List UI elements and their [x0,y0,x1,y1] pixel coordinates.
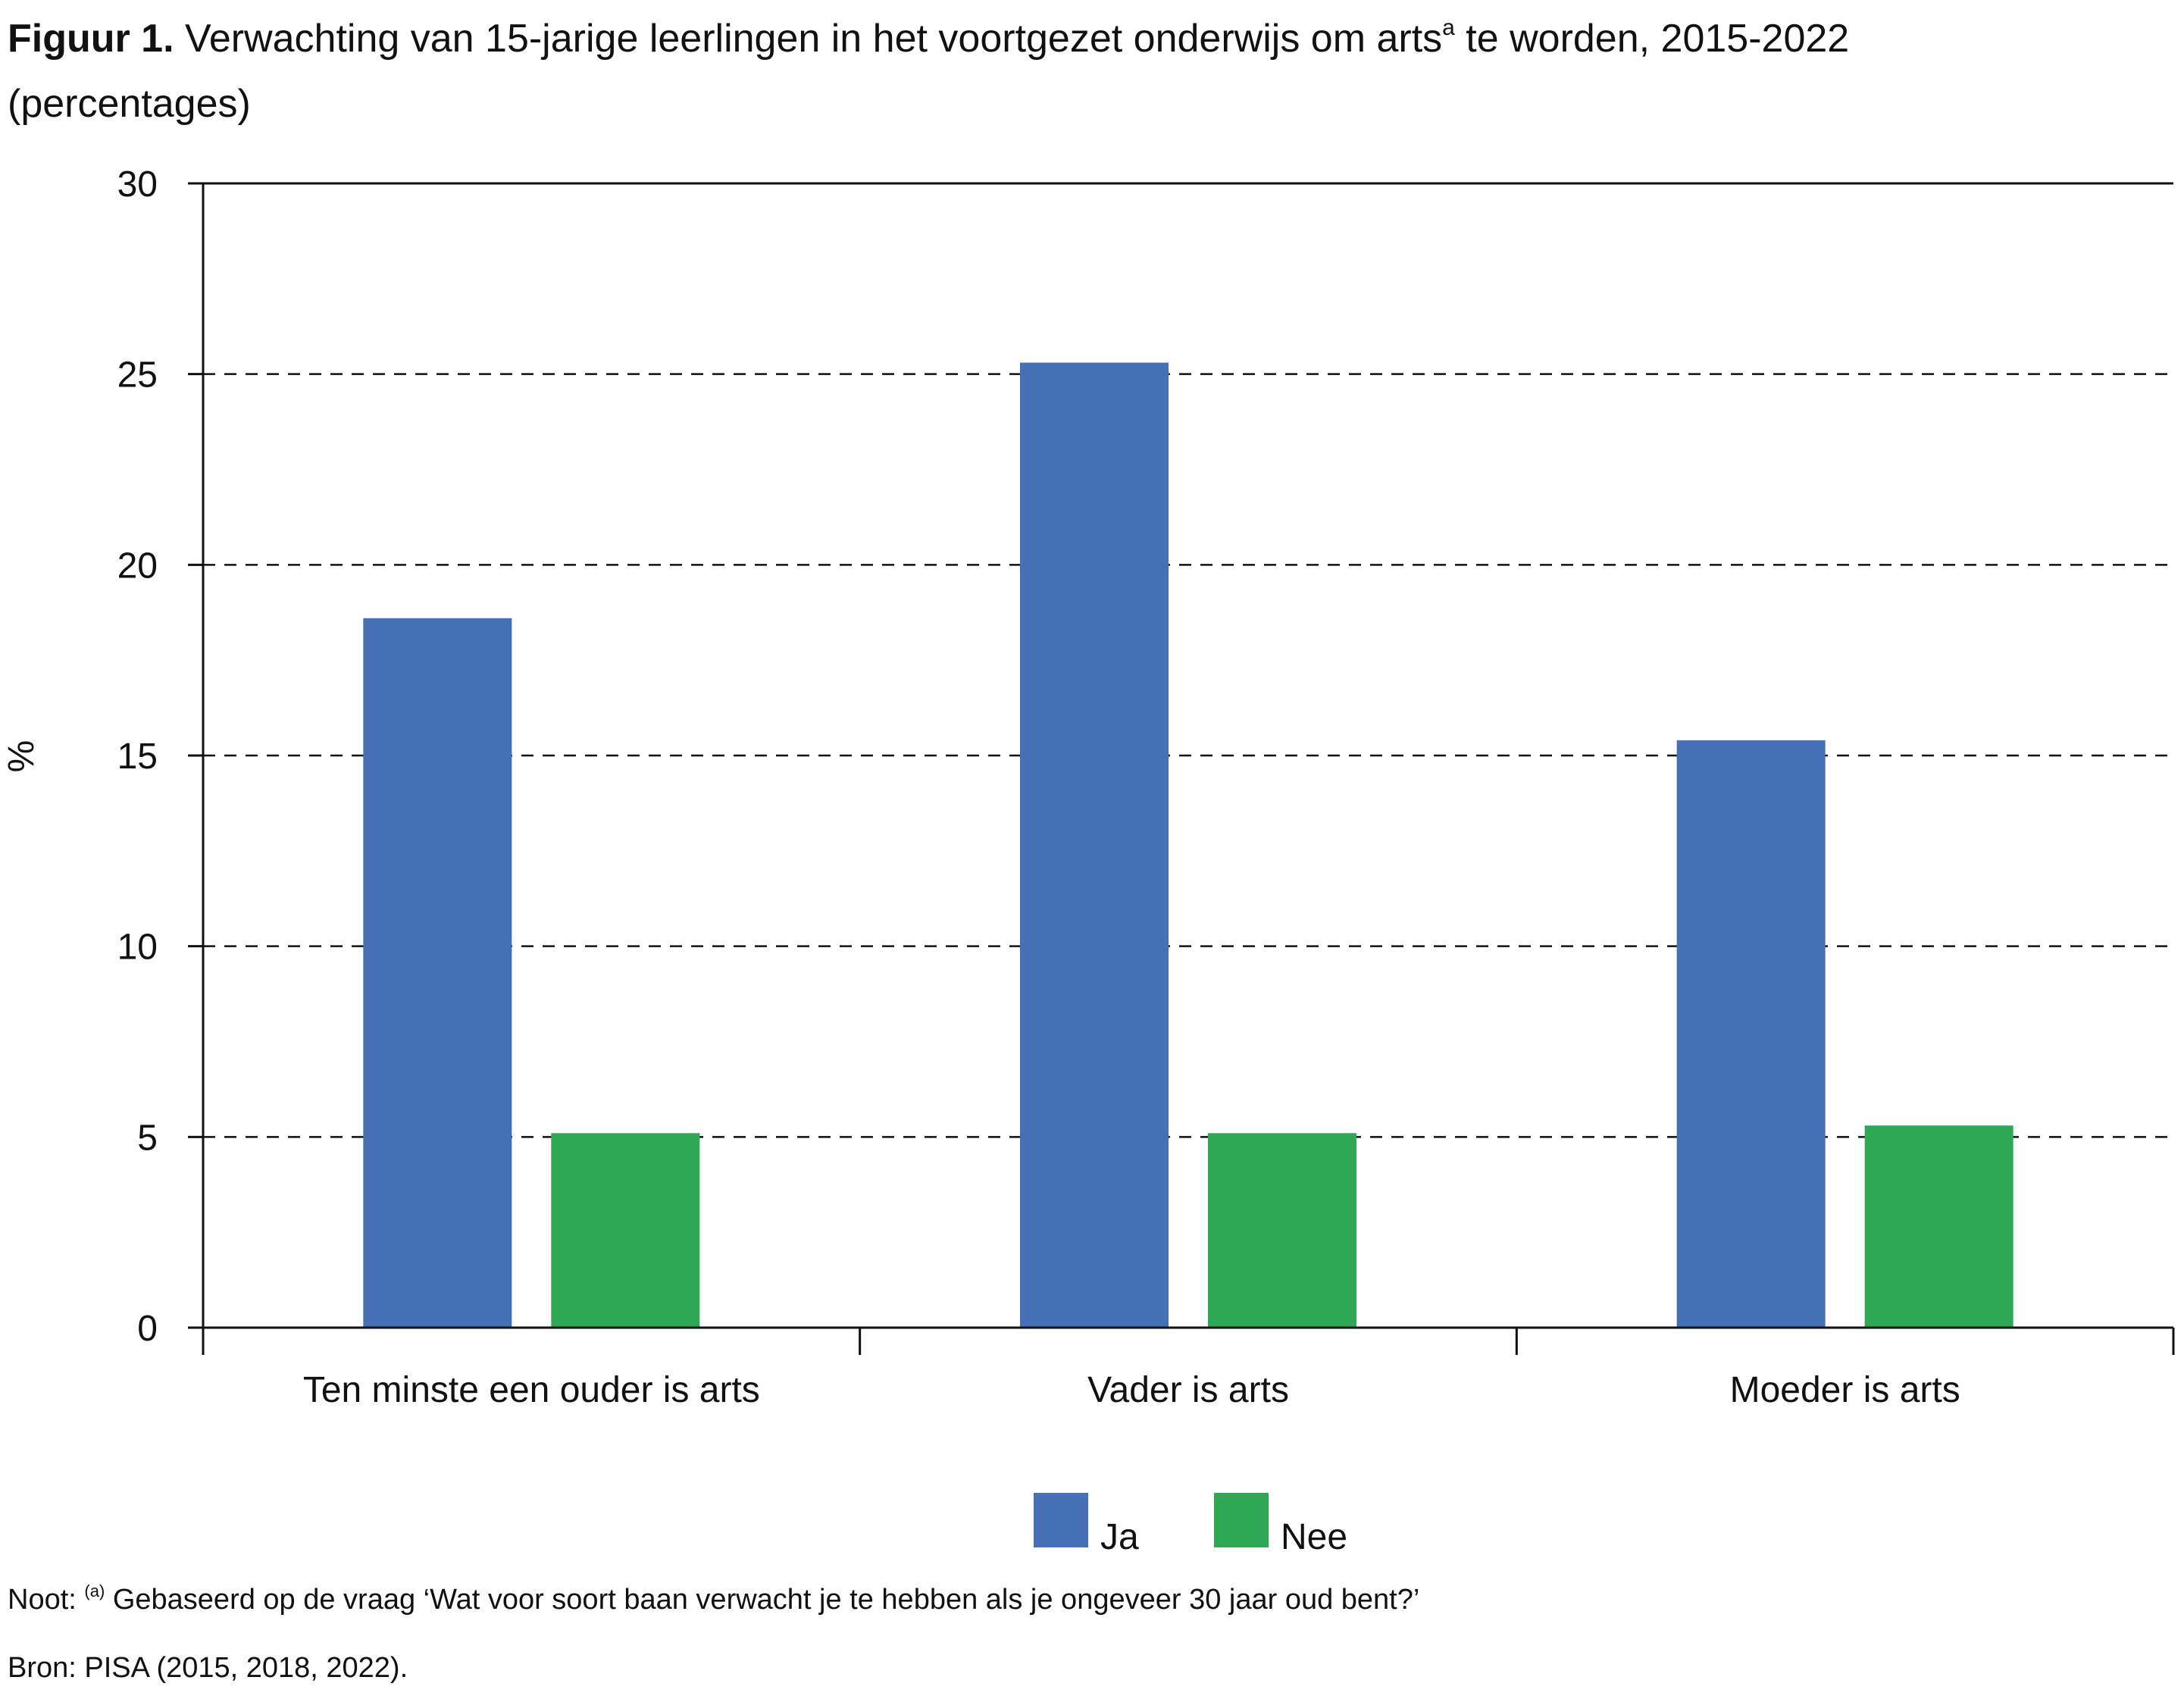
footnote-prefix: Noot: [8,1584,85,1616]
title-text: Verwachting van 15-jarige leerlingen in … [174,17,1443,61]
chart-title: Figuur 1. Verwachting van 15-jarige leer… [8,6,2176,136]
legend-label-nee: Nee [1281,1517,1347,1557]
x-category-label: Ten minste een ouder is arts [303,1370,760,1410]
y-axis-label: % [2,740,42,773]
legend-swatch-nee [1214,1493,1269,1547]
bars [363,362,2013,1328]
y-tick-label: 5 [137,1118,158,1158]
y-tick-label: 25 [117,355,158,396]
source-line: Bron: PISA (2015, 2018, 2022). [8,1652,408,1684]
legend: Ja Nee [1034,1493,1347,1557]
y-tick-label: 10 [117,928,158,968]
axes [202,182,2175,1355]
bar-ja-1 [363,618,512,1328]
bar-ja-2 [1020,362,1169,1328]
footnote: Noot: (a) Gebaseerd op de vraag ‘Wat voo… [8,1582,1420,1616]
title-footnote-marker: a [1442,15,1455,40]
gridlines [203,373,2173,1138]
bar-nee-3 [1864,1125,2013,1328]
bar-nee-2 [1208,1133,1356,1328]
y-axis-ticks: 0 5 10 15 20 25 30 [117,164,203,1349]
legend-label-ja: Ja [1100,1517,1139,1557]
y-tick-label: 15 [117,737,158,777]
legend-swatch-ja [1034,1493,1088,1547]
title-unit: (percentages) [8,82,251,126]
footnote-text: Gebaseerd op de vraag ‘Wat voor soort ba… [105,1584,1420,1616]
x-category-label: Vader is arts [1087,1370,1289,1410]
bar-ja-3 [1676,740,1826,1328]
bar-nee-1 [551,1133,700,1328]
y-tick-label: 30 [117,164,158,205]
y-tick-label: 0 [137,1309,158,1349]
bar-chart: 0 5 10 15 20 25 30 Ten minste een ouder is art… [2,164,2175,1557]
x-category-label: Moeder is arts [1730,1370,1960,1410]
x-axis-categories: Ten minste een ouder is arts Vader is art… [303,1370,1960,1410]
y-tick-label: 20 [117,546,158,586]
figure-label: Figuur 1. [8,17,174,61]
title-text-end: te worden, 2015-2022 [1454,17,1850,61]
footnote-marker: (a) [84,1582,105,1600]
